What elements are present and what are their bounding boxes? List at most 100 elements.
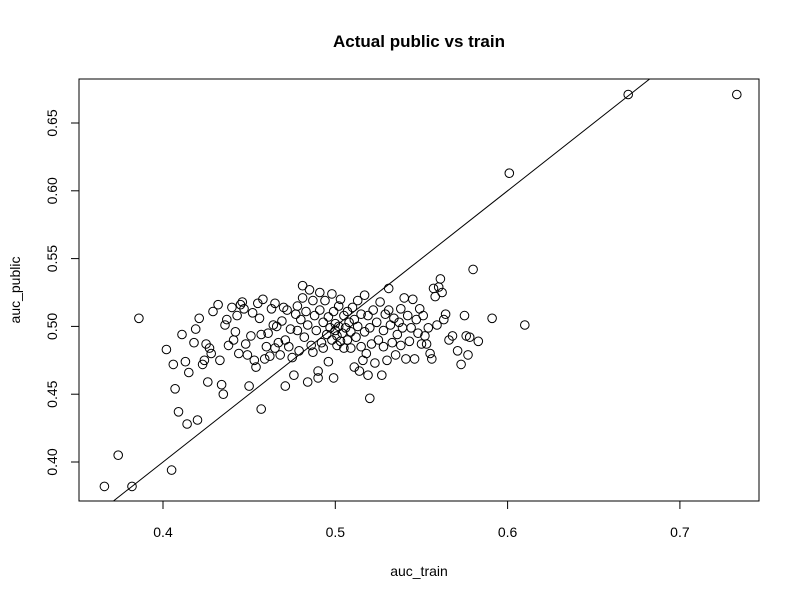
data-point	[315, 305, 325, 315]
data-point	[127, 481, 137, 492]
data-point	[356, 341, 366, 352]
y-axis: 0.40 0.45 0.50 0.55 0.60 0.65	[44, 109, 80, 476]
data-point	[99, 481, 110, 492]
data-point	[396, 304, 406, 314]
data-point	[427, 354, 437, 364]
data-point	[256, 404, 267, 414]
data-point	[282, 305, 292, 315]
data-point	[440, 309, 451, 320]
data-point	[254, 313, 265, 324]
data-point	[333, 301, 344, 311]
x-axis: 0.4 0.5 0.6 0.7	[153, 500, 690, 540]
data-point	[432, 320, 442, 330]
data-point	[370, 358, 380, 368]
data-point	[113, 450, 123, 461]
data-point	[304, 285, 315, 295]
data-point	[378, 325, 389, 336]
data-point	[228, 335, 239, 345]
data-point	[206, 348, 216, 359]
data-point	[270, 298, 280, 309]
y-tick-label: 0.45	[44, 380, 60, 407]
data-point	[285, 324, 296, 334]
data-point	[168, 359, 179, 370]
data-point	[308, 295, 318, 306]
data-point	[278, 302, 289, 313]
data-point	[170, 384, 180, 394]
data-point	[266, 304, 277, 314]
data-point	[365, 323, 375, 333]
data-point	[161, 344, 172, 355]
data-point	[352, 295, 363, 306]
data-point	[323, 356, 334, 367]
data-point	[173, 407, 184, 417]
data-point	[265, 351, 275, 362]
data-point	[318, 317, 329, 328]
data-point	[194, 313, 204, 324]
data-point	[309, 310, 320, 321]
data-point	[373, 335, 384, 345]
y-tick-label: 0.40	[44, 448, 60, 475]
data-point	[363, 370, 373, 381]
data-point	[259, 354, 270, 364]
data-point	[520, 320, 530, 330]
data-point	[308, 347, 318, 358]
data-point	[258, 294, 268, 305]
data-point	[356, 309, 366, 320]
data-point	[385, 320, 396, 330]
data-point	[237, 297, 248, 307]
data-point	[313, 366, 323, 376]
data-point	[242, 350, 253, 360]
data-point	[270, 343, 280, 353]
chart-title: Actual public vs train	[333, 32, 505, 51]
data-point	[301, 306, 311, 317]
data-point	[342, 335, 353, 345]
data-point	[437, 287, 447, 298]
data-point	[263, 328, 273, 339]
data-point	[320, 295, 330, 306]
data-point	[222, 314, 232, 325]
y-tick-label: 0.60	[44, 177, 60, 204]
data-point	[463, 350, 473, 360]
data-point	[368, 305, 379, 315]
data-point	[361, 348, 372, 359]
data-point	[383, 283, 394, 294]
data-point	[294, 346, 304, 356]
data-point	[234, 348, 244, 359]
data-point	[330, 318, 341, 329]
data-point	[199, 355, 210, 366]
x-tick-label: 0.7	[670, 524, 690, 540]
data-point	[302, 377, 313, 387]
data-point	[296, 314, 306, 325]
data-point	[273, 337, 284, 348]
data-point	[204, 343, 215, 353]
data-point	[428, 283, 439, 294]
data-point	[430, 291, 441, 302]
data-point	[197, 359, 208, 370]
data-point	[383, 305, 394, 315]
data-point	[423, 323, 434, 333]
data-point	[292, 301, 303, 311]
data-point	[359, 290, 370, 301]
data-point	[406, 323, 416, 333]
data-point	[392, 329, 403, 340]
data-point	[328, 306, 339, 317]
data-point	[166, 465, 177, 475]
data-point	[180, 356, 191, 367]
data-point	[378, 341, 389, 352]
data-point	[413, 328, 423, 339]
data-point	[216, 379, 227, 390]
data-point	[256, 329, 267, 340]
data-point	[346, 327, 356, 337]
data-point	[335, 294, 346, 305]
data-point	[297, 293, 308, 303]
data-point	[261, 341, 272, 352]
data-point	[297, 280, 308, 291]
data-point	[504, 168, 515, 178]
data-point	[316, 337, 327, 348]
data-point	[177, 329, 187, 340]
y-tick-label: 0.55	[44, 245, 60, 272]
data-point	[290, 309, 301, 320]
data-point	[473, 336, 484, 347]
data-point	[230, 327, 241, 337]
